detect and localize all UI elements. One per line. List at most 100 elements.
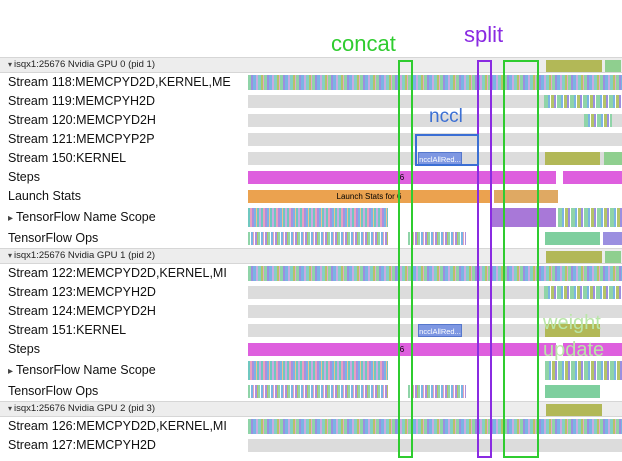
step-event[interactable]	[563, 171, 622, 184]
timeline-track	[248, 249, 622, 263]
timeline-track	[248, 130, 622, 149]
row-label[interactable]: ▾ isqx1:25676 Nvidia GPU 1 (pid 2)	[0, 249, 248, 263]
kernel-event[interactable]	[545, 324, 600, 337]
track-row[interactable]: Stream 151:KERNEL ncclAllRed...	[0, 321, 622, 340]
track-row[interactable]: Steps 6	[0, 168, 622, 187]
step-event[interactable]: 6	[248, 171, 556, 184]
step-event[interactable]	[563, 343, 622, 356]
track-row[interactable]: Stream 120:MEMCPYD2H	[0, 111, 622, 130]
row-label-text: Stream 124:MEMCPYD2H	[8, 304, 156, 318]
kernel-event[interactable]	[546, 251, 602, 263]
row-label-text: Stream 127:MEMCPYH2D	[8, 438, 156, 452]
timeline-track	[248, 402, 622, 416]
name-scope-events[interactable]	[248, 361, 388, 380]
stream-events[interactable]	[544, 95, 622, 108]
track-row[interactable]: Stream 122:MEMCPYD2D,KERNEL,MI	[0, 264, 622, 283]
annotation-box-nccl	[415, 134, 479, 166]
timeline-track	[248, 264, 622, 283]
launch-stats-event[interactable]	[494, 190, 558, 203]
timeline-track	[248, 92, 622, 111]
row-label-text: isqx1:25676 Nvidia GPU 0 (pid 1)	[14, 59, 156, 70]
row-label[interactable]: ▾ isqx1:25676 Nvidia GPU 2 (pid 3)	[0, 402, 248, 416]
stream-events[interactable]	[584, 114, 612, 127]
op-event[interactable]	[545, 385, 600, 398]
row-label-text: Stream 151:KERNEL	[8, 323, 127, 337]
row-label-text: Stream 122:MEMCPYD2D,KERNEL,MI	[8, 266, 227, 280]
op-event[interactable]	[603, 232, 622, 245]
op-events[interactable]	[248, 232, 388, 245]
collapse-arrow-icon[interactable]: ▾	[8, 404, 13, 413]
name-scope-events[interactable]	[248, 208, 388, 227]
track-row[interactable]: ▸ TensorFlow Name Scope	[0, 359, 622, 382]
row-label[interactable]: ▾ isqx1:25676 Nvidia GPU 0 (pid 1)	[0, 58, 248, 72]
stream-events[interactable]	[544, 286, 622, 299]
stream-events[interactable]	[248, 266, 622, 281]
track-row[interactable]: Stream 124:MEMCPYD2H	[0, 302, 622, 321]
row-label-text: Launch Stats	[8, 189, 81, 203]
row-label-text: Stream 118:MEMCPYD2D,KERNEL,ME	[8, 75, 231, 89]
timeline-track	[248, 58, 622, 72]
stream-events[interactable]	[248, 419, 622, 434]
timeline-track	[248, 417, 622, 436]
concat-annotation-label: concat	[331, 31, 396, 56]
kernel-event[interactable]	[605, 60, 621, 72]
name-scope-events[interactable]	[558, 208, 622, 227]
track-row[interactable]: Launch Stats Launch Stats for 6	[0, 187, 622, 206]
row-label: Stream 126:MEMCPYD2D,KERNEL,MI	[0, 417, 248, 436]
op-events[interactable]	[408, 385, 466, 398]
name-scope-events[interactable]	[545, 361, 622, 380]
name-scope-event[interactable]	[490, 208, 556, 227]
op-events[interactable]	[248, 385, 388, 398]
row-label-text: TensorFlow Name Scope	[16, 210, 156, 224]
track-row[interactable]: Stream 123:MEMCPYH2D	[0, 283, 622, 302]
step-event[interactable]: 6	[248, 343, 556, 356]
row-label: Stream 124:MEMCPYD2H	[0, 302, 248, 321]
row-label-text: Stream 120:MEMCPYD2H	[8, 113, 156, 127]
timeline-track	[248, 436, 622, 455]
expand-arrow-icon[interactable]: ▸	[8, 366, 14, 377]
timeline-track	[248, 73, 622, 92]
row-label: Stream 151:KERNEL	[0, 321, 248, 340]
kernel-event[interactable]	[605, 251, 621, 263]
timeline-track	[248, 382, 622, 401]
track-row[interactable]: Stream 127:MEMCPYH2D	[0, 436, 622, 455]
device-header-row[interactable]: ▾ isqx1:25676 Nvidia GPU 0 (pid 1)	[0, 57, 622, 73]
expand-arrow-icon[interactable]: ▸	[8, 213, 14, 224]
row-label[interactable]: ▸ TensorFlow Name Scope	[0, 206, 248, 229]
row-label-text: isqx1:25676 Nvidia GPU 1 (pid 2)	[14, 250, 156, 261]
device-header-row[interactable]: ▾ isqx1:25676 Nvidia GPU 1 (pid 2)	[0, 248, 622, 264]
timeline-track: Launch Stats for 6	[248, 187, 622, 206]
row-label: Launch Stats	[0, 187, 248, 206]
kernel-event[interactable]	[546, 404, 602, 416]
launch-stats-event[interactable]: Launch Stats for 6	[248, 190, 490, 203]
op-event[interactable]	[545, 232, 600, 245]
row-label: Steps	[0, 340, 248, 359]
collapse-arrow-icon[interactable]: ▾	[8, 251, 13, 260]
row-label-text: isqx1:25676 Nvidia GPU 2 (pid 3)	[14, 403, 156, 414]
kernel-event[interactable]	[546, 60, 602, 72]
annotation-box-concat	[398, 60, 413, 458]
nccl-allreduce-event[interactable]: ncclAllRed...	[418, 324, 462, 337]
track-row[interactable]: Stream 119:MEMCPYH2D	[0, 92, 622, 111]
track-row[interactable]: TensorFlow Ops	[0, 382, 622, 401]
row-label-text: Steps	[8, 170, 40, 184]
row-label: Stream 119:MEMCPYH2D	[0, 92, 248, 111]
kernel-event[interactable]	[545, 152, 600, 165]
row-label: Stream 121:MEMCPYP2P	[0, 130, 248, 149]
kernel-event[interactable]	[604, 152, 622, 165]
track-row[interactable]: Stream 126:MEMCPYD2D,KERNEL,MI	[0, 417, 622, 436]
track-row[interactable]: TensorFlow Ops	[0, 229, 622, 248]
track-row[interactable]: ▸ TensorFlow Name Scope	[0, 206, 622, 229]
row-label: TensorFlow Ops	[0, 382, 248, 401]
track-row[interactable]: Steps 6	[0, 340, 622, 359]
timeline-track	[248, 302, 622, 321]
stream-events[interactable]	[248, 75, 622, 90]
device-header-row[interactable]: ▾ isqx1:25676 Nvidia GPU 2 (pid 3)	[0, 401, 622, 417]
collapse-arrow-icon[interactable]: ▾	[8, 60, 13, 69]
row-label[interactable]: ▸ TensorFlow Name Scope	[0, 359, 248, 382]
split-annotation-label: split	[464, 22, 504, 47]
row-label: Stream 118:MEMCPYD2D,KERNEL,ME	[0, 73, 248, 92]
op-events[interactable]	[408, 232, 466, 245]
track-row[interactable]: Stream 118:MEMCPYD2D,KERNEL,ME	[0, 73, 622, 92]
